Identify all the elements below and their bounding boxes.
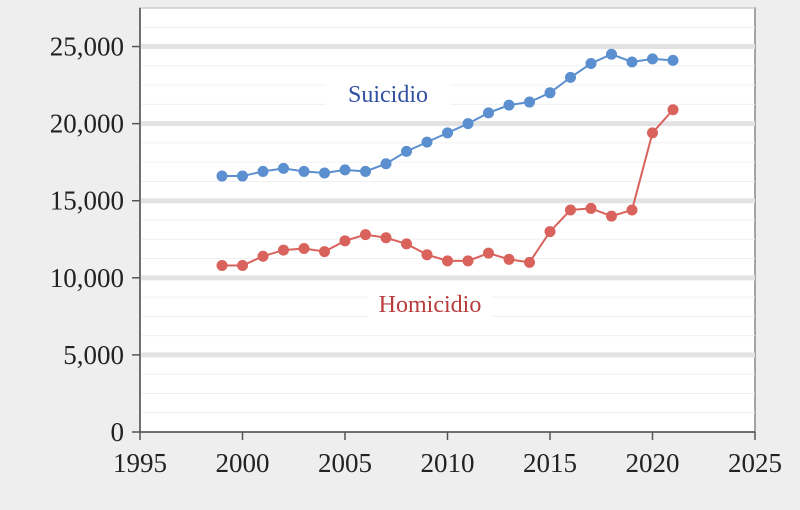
data-point-suicidio [647,53,658,65]
data-point-suicidio [606,48,617,60]
y-tick-label: 0 [111,417,125,447]
data-point-homicidio [647,127,658,139]
axes: 1995 2000 2005 2010 2015 2020 2025 0 5,000 10,000… [50,8,782,478]
data-point-suicidio [339,164,351,176]
data-point-homicidio [319,246,330,258]
data-point-homicidio [503,253,515,265]
series-label-background [368,286,492,328]
data-point-homicidio [544,226,556,238]
series-label-background [326,76,450,118]
y-tick-label: 20,000 [50,109,124,139]
x-tick-label: 2015 [523,448,577,478]
data-point-suicidio [442,127,453,139]
data-point-suicidio [565,71,576,83]
data-point-homicidio [298,243,310,255]
data-point-homicidio [339,235,351,247]
y-tick-label: 10,000 [50,263,124,293]
data-point-suicidio [544,87,556,99]
data-point-homicidio [442,255,453,267]
data-point-suicidio [483,107,494,119]
data-point-suicidio [524,96,535,108]
y-tick-label: 25,000 [50,32,124,62]
data-point-suicidio [462,118,474,130]
data-point-suicidio [401,145,412,157]
x-tick-label: 2005 [318,448,372,478]
series-label-suicidio: Suicidio [348,82,428,108]
data-point-suicidio [278,162,289,174]
data-point-homicidio [421,249,433,261]
x-tick-label: 1995 [113,448,167,478]
data-point-homicidio [524,256,535,268]
data-point-homicidio [565,204,576,216]
x-tick-label: 2000 [216,448,270,478]
data-point-homicidio [237,259,248,271]
gridlines [140,7,755,414]
x-tick-label: 2020 [626,448,680,478]
data-point-homicidio [401,238,412,250]
data-point-suicidio [216,170,228,182]
data-point-homicidio [360,229,371,241]
data-point-homicidio [257,250,269,262]
data-point-suicidio [298,165,310,177]
y-tick-label: 5,000 [63,340,124,370]
data-point-homicidio [462,255,474,267]
series-label-homicidio: Homicidio [379,292,482,318]
series-lines [216,48,679,271]
data-point-suicidio [626,56,638,68]
data-point-suicidio [380,158,392,170]
data-point-homicidio [278,244,289,256]
data-point-suicidio [667,54,679,66]
y-tick-label: 15,000 [50,186,124,216]
data-point-suicidio [421,136,433,148]
data-point-homicidio [585,202,597,214]
data-point-suicidio [257,165,269,177]
data-point-homicidio [606,210,617,222]
data-point-suicidio [319,167,330,179]
data-point-homicidio [380,232,392,244]
data-point-homicidio [626,204,638,216]
x-tick-label: 2010 [421,448,475,478]
series-labels: Suicidio Homicidio [326,76,492,328]
data-point-homicidio [216,259,228,271]
data-point-suicidio [503,99,515,111]
data-point-suicidio [585,58,597,70]
data-point-suicidio [360,165,371,177]
x-tick-label: 2025 [728,448,782,478]
data-point-suicidio [237,170,248,182]
data-point-homicidio [483,247,494,259]
data-point-homicidio [667,104,679,116]
